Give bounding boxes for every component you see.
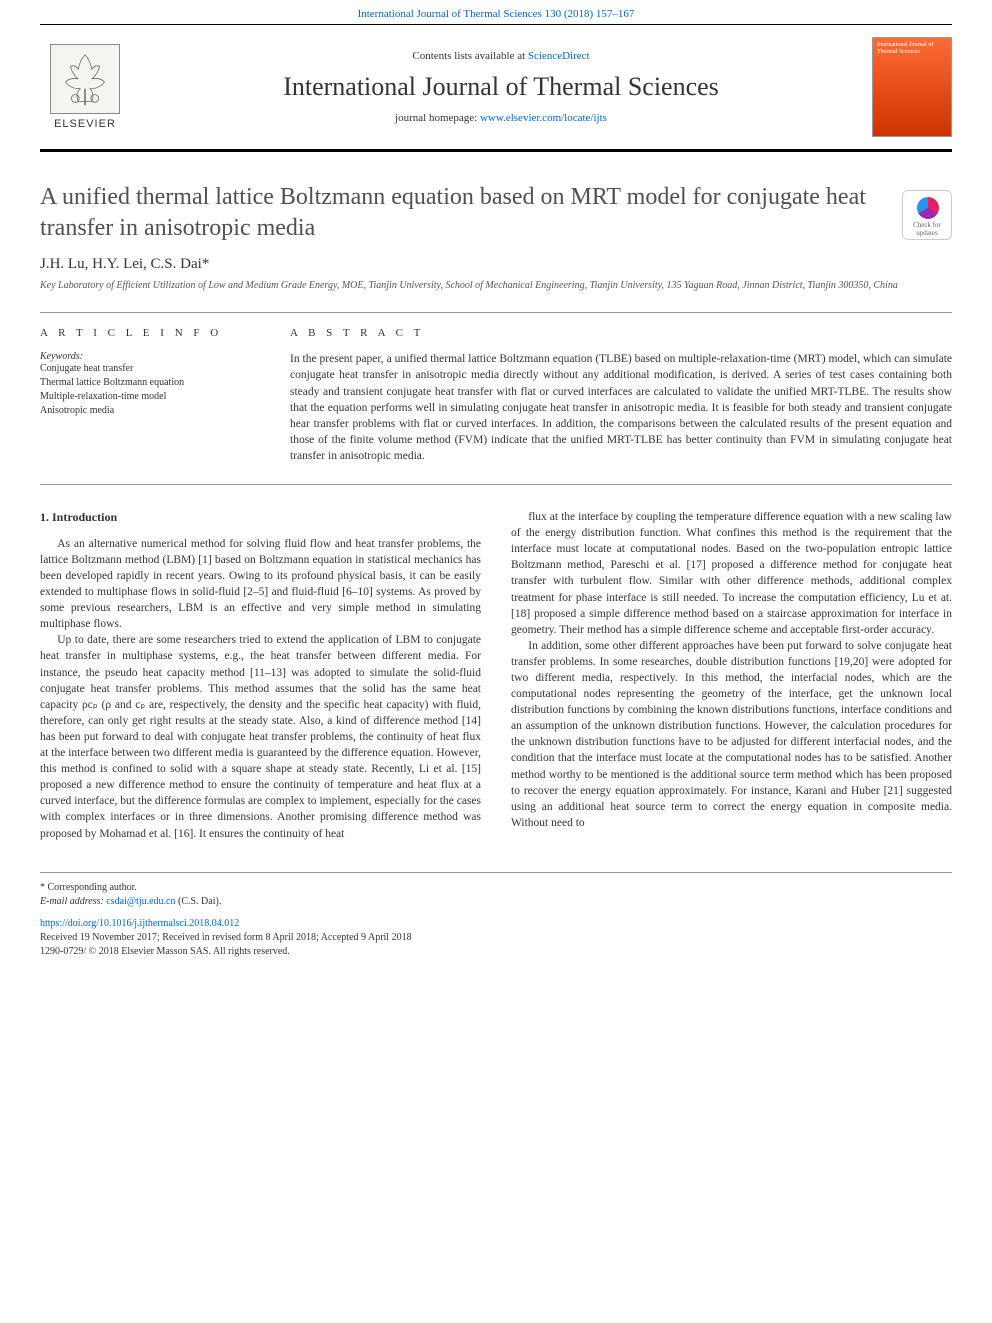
abstract-text: In the present paper, a unified thermal …	[290, 351, 952, 464]
abstract-heading: A B S T R A C T	[290, 327, 952, 339]
check-updates-badge[interactable]: Check for updates	[902, 190, 952, 240]
article-header: Check for updates A unified thermal latt…	[40, 182, 952, 292]
article-info-heading: A R T I C L E I N F O	[40, 327, 260, 339]
journal-title: International Journal of Thermal Science…	[150, 72, 852, 102]
elsevier-logo: ELSEVIER	[40, 37, 130, 137]
article-info-column: A R T I C L E I N F O Keywords: Conjugat…	[40, 327, 290, 464]
corresponding-author-note: * Corresponding author.	[40, 881, 952, 895]
email-suffix: (C.S. Dai).	[176, 896, 222, 907]
doi-line: https://doi.org/10.1016/j.ijthermalsci.2…	[40, 917, 952, 931]
journal-cover-text: International Journal of Thermal Science…	[877, 42, 947, 55]
contents-prefix: Contents lists available at	[412, 50, 527, 62]
keyword-item: Thermal lattice Boltzmann equation	[40, 376, 260, 390]
info-abstract-row: A R T I C L E I N F O Keywords: Conjugat…	[40, 312, 952, 485]
copyright-line: 1290-0729/ © 2018 Elsevier Masson SAS. A…	[40, 945, 952, 959]
keyword-item: Conjugate heat transfer	[40, 362, 260, 376]
journal-header: ELSEVIER Contents lists available at Sci…	[40, 24, 952, 152]
received-line: Received 19 November 2017; Received in r…	[40, 931, 952, 945]
body-paragraph: Up to date, there are some researchers t…	[40, 632, 481, 841]
body-column-left: 1. Introduction As an alternative numeri…	[40, 509, 481, 842]
doi-link[interactable]: https://doi.org/10.1016/j.ijthermalsci.2…	[40, 918, 239, 929]
header-center: Contents lists available at ScienceDirec…	[130, 50, 872, 124]
body-column-right: flux at the interface by coupling the te…	[511, 509, 952, 842]
email-line: E-mail address: csdai@tju.edu.cn (C.S. D…	[40, 895, 952, 909]
homepage-prefix: journal homepage:	[395, 112, 480, 124]
homepage-link[interactable]: www.elsevier.com/locate/ijts	[480, 112, 607, 124]
body-paragraph: As an alternative numerical method for s…	[40, 536, 481, 633]
body-columns: 1. Introduction As an alternative numeri…	[40, 509, 952, 842]
email-link[interactable]: csdai@tju.edu.cn	[106, 896, 175, 907]
affiliation: Key Laboratory of Efficient Utilization …	[40, 279, 952, 292]
body-paragraph: flux at the interface by coupling the te…	[511, 509, 952, 638]
elsevier-label: ELSEVIER	[54, 118, 116, 130]
email-label: E-mail address:	[40, 896, 106, 907]
keywords-label: Keywords:	[40, 351, 260, 362]
keyword-item: Multiple-relaxation-time model	[40, 390, 260, 404]
authors-names: J.H. Lu, H.Y. Lei, C.S. Dai	[40, 256, 202, 272]
section-heading: 1. Introduction	[40, 509, 481, 526]
contents-list-line: Contents lists available at ScienceDirec…	[150, 50, 852, 62]
journal-cover-thumbnail: International Journal of Thermal Science…	[872, 37, 952, 137]
body-paragraph: In addition, some other different approa…	[511, 638, 952, 831]
sciencedirect-link[interactable]: ScienceDirect	[528, 50, 590, 62]
keyword-item: Anisotropic media	[40, 404, 260, 418]
keywords-list: Conjugate heat transfer Thermal lattice …	[40, 362, 260, 418]
top-citation: International Journal of Thermal Science…	[0, 0, 992, 24]
abstract-column: A B S T R A C T In the present paper, a …	[290, 327, 952, 464]
footer-area: * Corresponding author. E-mail address: …	[40, 872, 952, 959]
corresponding-asterisk: *	[202, 256, 210, 272]
journal-homepage-line: journal homepage: www.elsevier.com/locat…	[150, 112, 852, 124]
elsevier-tree-icon	[50, 44, 120, 114]
authors-line: J.H. Lu, H.Y. Lei, C.S. Dai*	[40, 256, 952, 273]
article-title: A unified thermal lattice Boltzmann equa…	[40, 182, 952, 244]
